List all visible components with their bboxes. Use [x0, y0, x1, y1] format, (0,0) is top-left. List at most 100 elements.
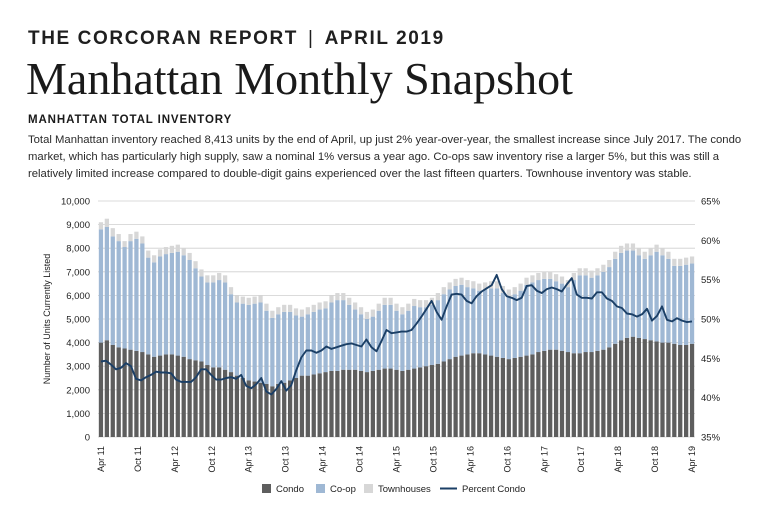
condo-bar [222, 369, 228, 437]
townhouse-bar [358, 307, 364, 315]
condo-bar [607, 347, 612, 437]
coop-bar [406, 310, 411, 370]
condo-bar [394, 369, 399, 437]
coop-bar [400, 314, 405, 371]
condo-bar [270, 386, 275, 437]
condo-bar [512, 357, 517, 437]
x-tick-label: Oct 16 [502, 446, 512, 473]
coop-bar [240, 303, 245, 378]
y2-tick-label: 40% [701, 393, 721, 404]
condo-bar [199, 361, 204, 437]
x-tick-label: Apr 19 [687, 446, 697, 473]
townhouse-bar [134, 231, 139, 239]
coop-bar [465, 287, 470, 355]
condo-bar [258, 382, 263, 437]
townhouse-bar [110, 228, 115, 237]
y2-tick-label: 65% [701, 197, 721, 208]
coop-bar [364, 319, 370, 373]
condo-bar [412, 368, 417, 437]
condo-bar [488, 355, 494, 437]
condo-bar [630, 336, 636, 437]
coop-bar [299, 316, 305, 376]
townhouse-bar [654, 244, 659, 252]
coop-bar [282, 311, 287, 383]
condo-bar [595, 350, 600, 437]
coop-bar [565, 287, 571, 353]
townhouse-bar [287, 304, 293, 312]
condo-bar [140, 352, 145, 437]
condo-bar [382, 368, 387, 437]
coop-bar [453, 285, 458, 357]
townhouse-bar [240, 296, 245, 304]
condo-bar [618, 340, 624, 437]
townhouse-bar [559, 276, 565, 284]
coop-bar [323, 308, 328, 373]
coop-bar [181, 255, 186, 357]
coop-bar [642, 258, 647, 340]
townhouse-bar [630, 243, 636, 251]
coop-bar [559, 283, 565, 351]
y-tick-label: 6,000 [66, 291, 90, 302]
townhouse-bar [234, 295, 240, 303]
coop-bar [412, 306, 417, 369]
x-tick-label: Oct 15 [428, 446, 438, 473]
condo-bar [187, 359, 192, 437]
legend-label: Townhouses [378, 484, 431, 495]
x-tick-label: Apr 14 [318, 446, 328, 473]
x-tick-label: Oct 12 [207, 446, 217, 473]
condo-bar [423, 366, 429, 437]
report-name: THE CORCORAN REPORT [28, 28, 299, 49]
coop-bar [459, 284, 464, 356]
condo-bar [376, 369, 381, 437]
townhouse-bar [104, 218, 109, 227]
condo-bar [311, 374, 316, 437]
townhouse-bar [388, 297, 393, 305]
townhouse-bar [648, 248, 653, 256]
coop-bar [134, 238, 139, 351]
legend-swatch [316, 484, 325, 493]
townhouse-bar [193, 261, 198, 269]
townhouse-bar [246, 297, 251, 305]
townhouse-bar [435, 293, 441, 301]
coop-bar [317, 309, 322, 374]
coop-bar [169, 252, 175, 355]
x-tick-label: Oct 17 [576, 446, 586, 473]
coop-bar [648, 255, 653, 341]
condo-bar [613, 343, 618, 437]
x-tick-label: Apr 13 [244, 446, 254, 473]
condo-bar [352, 369, 358, 437]
x-tick-label: Apr 12 [170, 446, 180, 473]
condo-bar [548, 349, 553, 437]
y-axis-label: Number of Units Currently Listed [42, 254, 52, 385]
townhouse-bar [157, 249, 163, 257]
coop-bar [607, 267, 612, 348]
condo-bar [388, 368, 393, 437]
condo-bar [152, 356, 157, 437]
condo-bar [347, 369, 352, 437]
legend-label: Co-op [330, 484, 356, 495]
condo-bar [678, 344, 683, 437]
y2-tick-label: 55% [701, 275, 721, 286]
townhouse-bar [477, 283, 482, 291]
townhouse-bar [163, 247, 169, 255]
condo-bar [518, 356, 523, 437]
condo-bar [293, 378, 299, 437]
condo-bar [252, 381, 257, 437]
townhouse-bar [684, 257, 689, 265]
townhouse-bar [518, 283, 523, 291]
condo-bar [134, 350, 139, 437]
coop-bar [477, 290, 482, 354]
condo-bar [211, 367, 216, 437]
condo-bar [684, 344, 689, 437]
coop-bar [542, 278, 547, 351]
townhouse-bar [175, 244, 180, 252]
condo-bar [163, 354, 169, 437]
townhouse-bar [601, 264, 606, 272]
condo-bar [536, 352, 541, 437]
coop-bar [122, 247, 127, 349]
coop-bar [678, 265, 683, 345]
townhouse-bar [376, 303, 381, 311]
condo-bar [542, 350, 547, 437]
coop-bar [636, 255, 641, 338]
y-tick-label: 4,000 [66, 338, 90, 349]
